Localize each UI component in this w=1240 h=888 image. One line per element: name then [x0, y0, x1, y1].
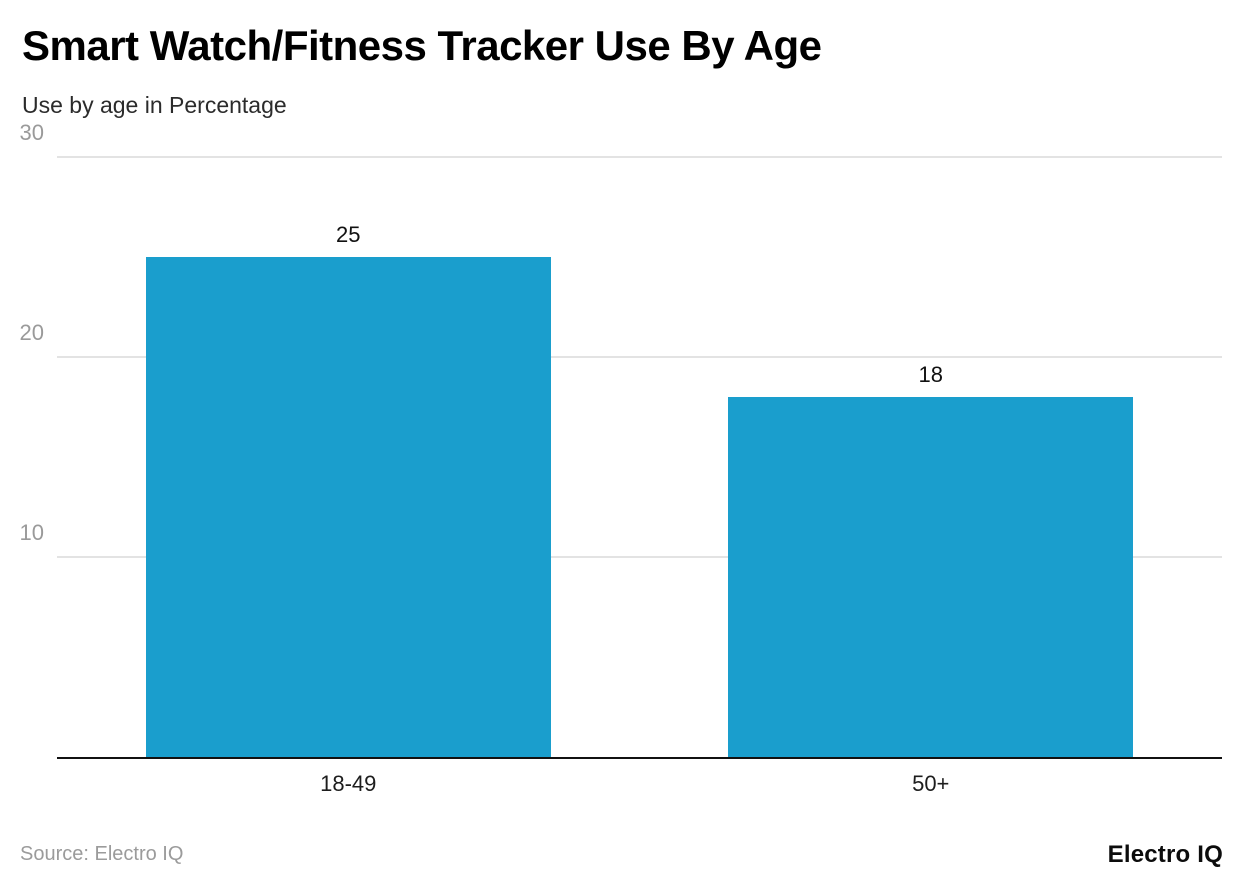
- bars-row: 25 18: [57, 157, 1222, 757]
- x-category-label: 50+: [912, 771, 950, 796]
- y-tick-label: 10: [19, 520, 44, 545]
- gridline: [57, 356, 1222, 358]
- x-axis-line: [57, 757, 1222, 759]
- bar-slot: 25: [57, 157, 640, 757]
- gridline: [57, 156, 1222, 158]
- bar-value-label: 18: [918, 362, 943, 387]
- y-tick-label: 30: [19, 120, 44, 145]
- brand-logo: Electro IQ: [1107, 841, 1223, 868]
- x-category-label: 18-49: [320, 771, 377, 796]
- gridline: [57, 556, 1222, 558]
- bar-value-label: 25: [336, 222, 361, 247]
- bar-slot: 18: [640, 157, 1223, 757]
- source-note: Source: Electro IQ: [20, 843, 184, 865]
- bar: [145, 257, 551, 757]
- chart-subtitle: Use by age in Percentage: [22, 92, 287, 118]
- bar: [728, 397, 1134, 757]
- page-title: Smart Watch/Fitness Tracker Use By Age: [22, 22, 822, 69]
- plot-area: 25 18 18-49 50+ 10 20 30: [20, 120, 1222, 796]
- y-tick-label: 20: [19, 320, 44, 345]
- x-axis-labels: 18-49 50+: [57, 757, 1222, 797]
